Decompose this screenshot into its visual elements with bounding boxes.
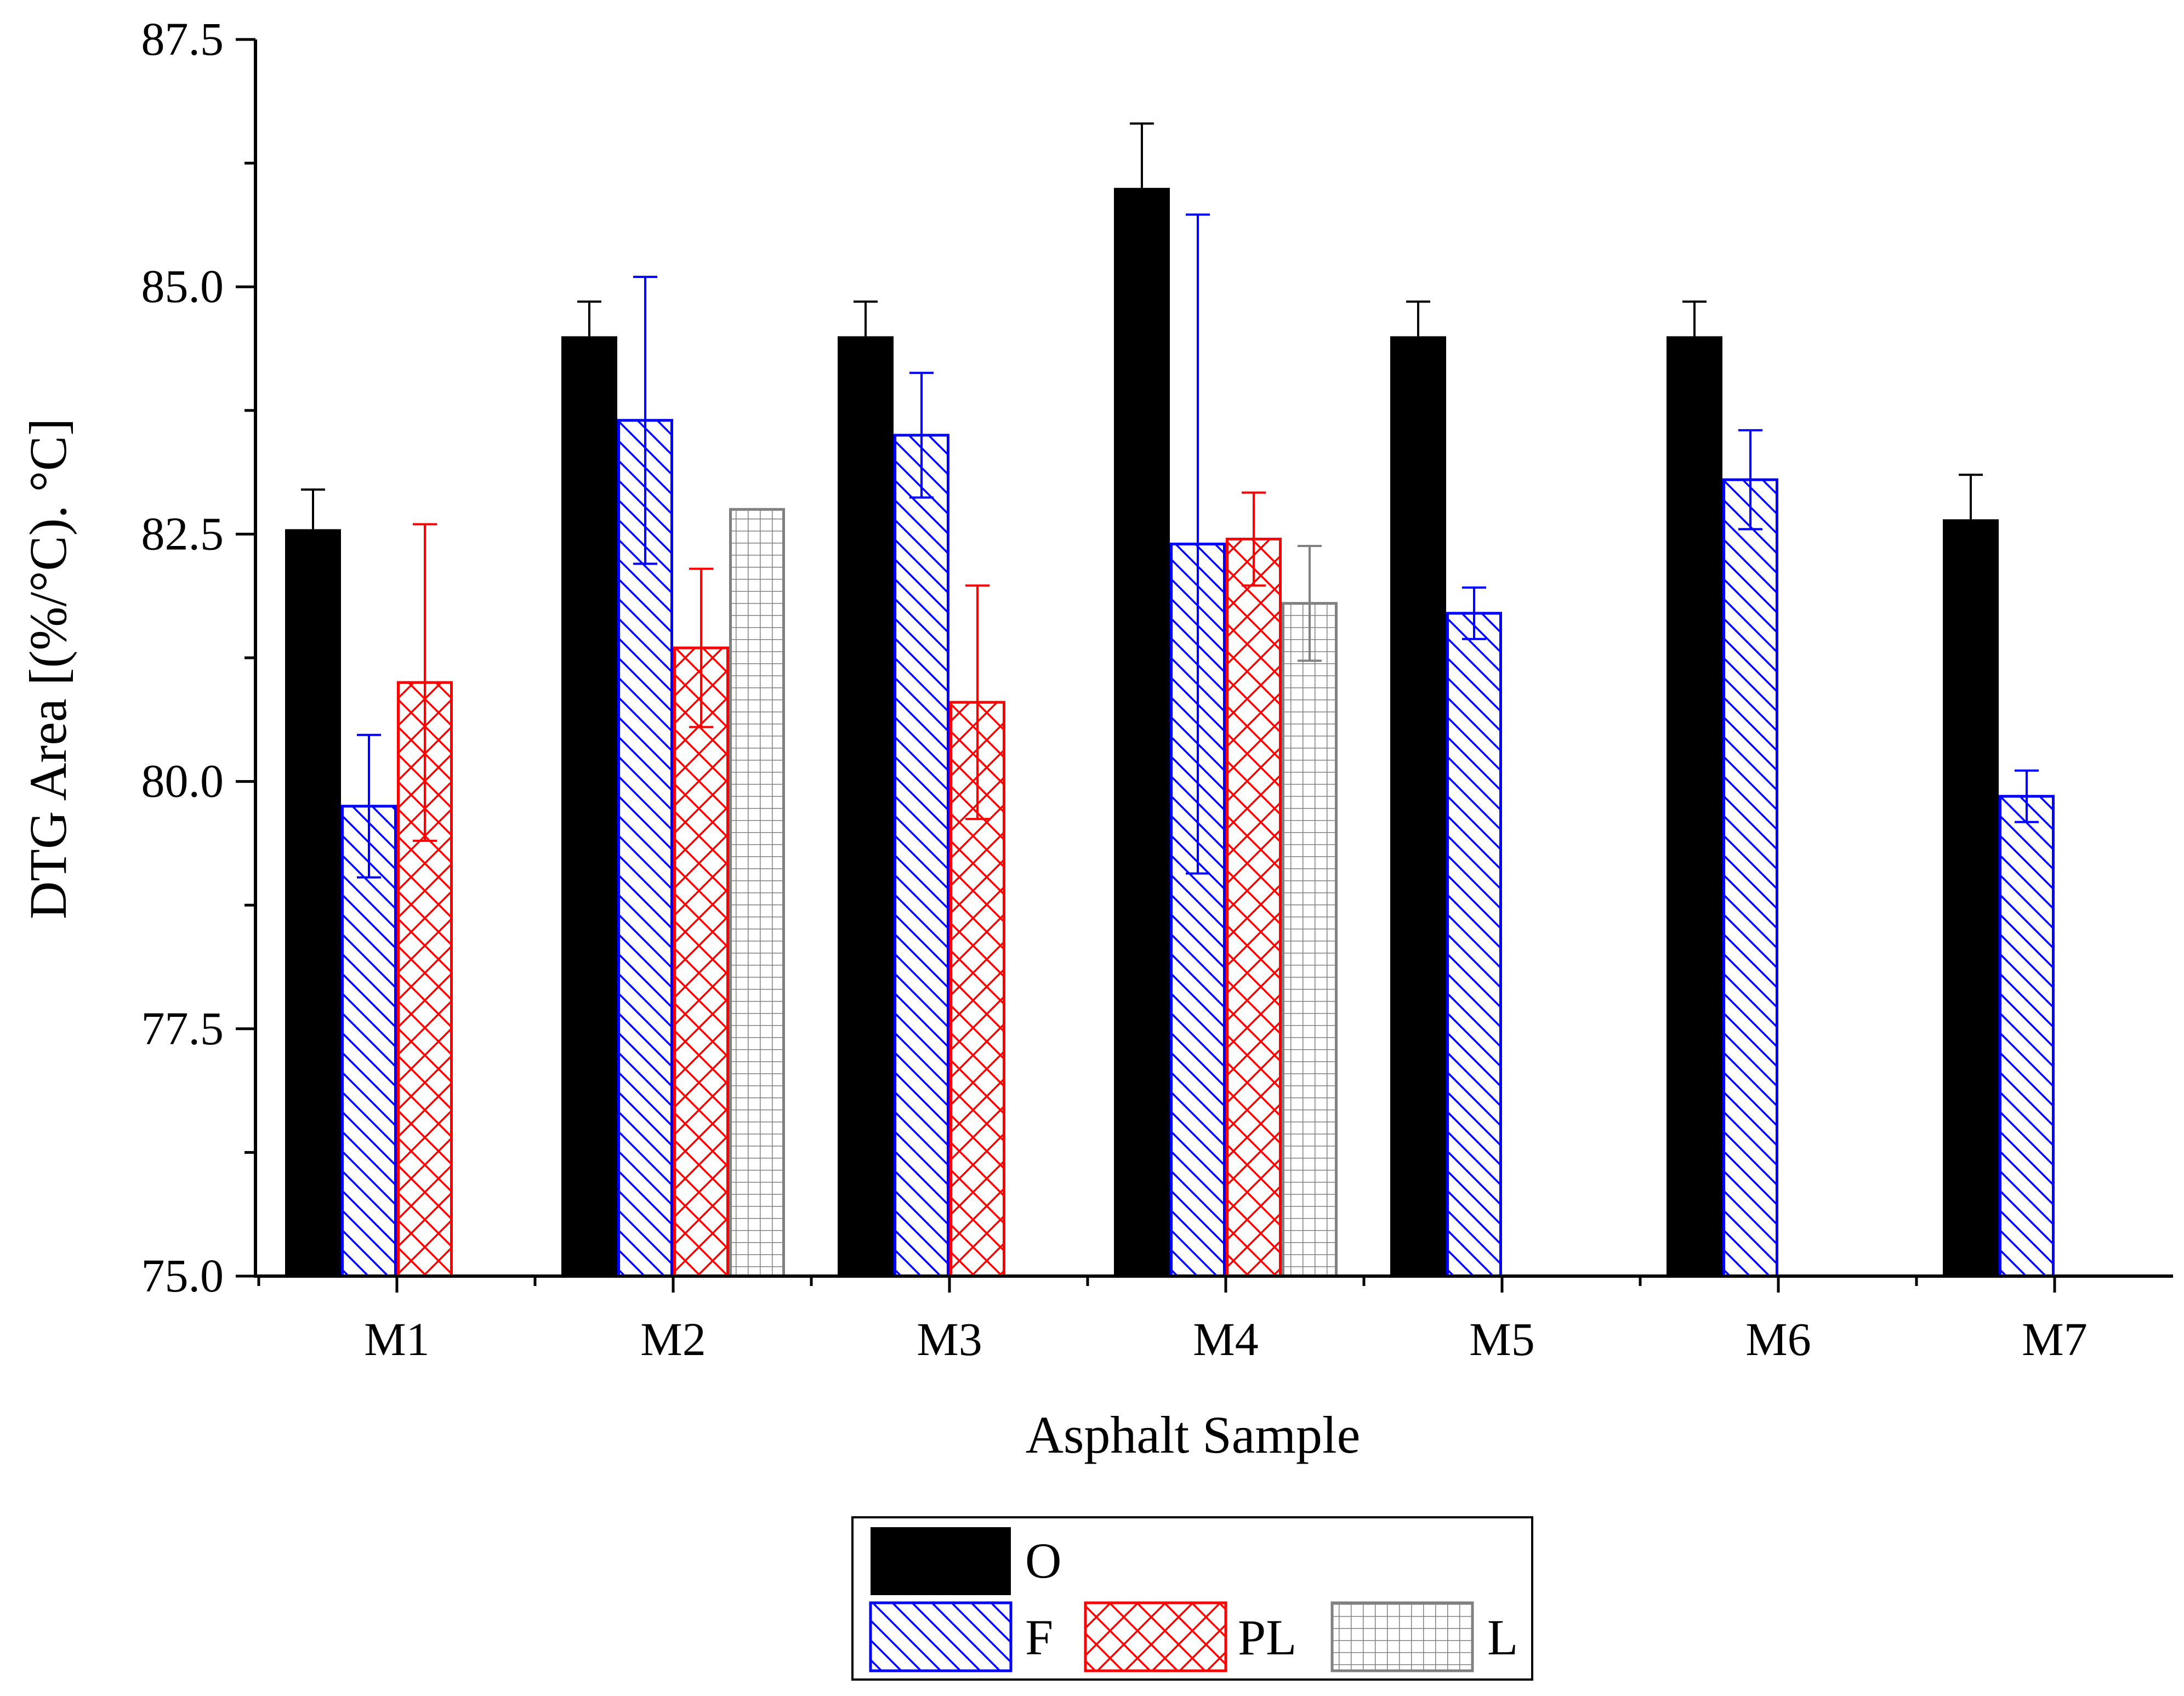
bar-o-m3 bbox=[838, 336, 894, 1277]
error-bar-f-m2 bbox=[633, 276, 657, 565]
y-tick-label: 82.5 bbox=[141, 507, 224, 560]
x-ticks: M1 M2 M3 M4 M5 M6 M7 bbox=[257, 1276, 2088, 1365]
error-bar-f-m7 bbox=[2015, 769, 2039, 823]
error-bar-f-m3 bbox=[909, 372, 934, 499]
x-tick-label: M6 bbox=[1745, 1313, 1811, 1365]
errorbars-layer bbox=[301, 122, 2039, 879]
y-tick-label: 85.0 bbox=[141, 260, 224, 312]
legend-swatch-l bbox=[1330, 1601, 1474, 1672]
legend: O F PL L bbox=[851, 1516, 1533, 1681]
x-tick-label: M2 bbox=[640, 1313, 706, 1365]
x-tick-label: M1 bbox=[364, 1313, 429, 1365]
error-bar-l-m4 bbox=[1298, 545, 1322, 662]
bar-o-m2 bbox=[561, 336, 617, 1277]
x-tick-label: M3 bbox=[917, 1313, 982, 1365]
bar-l-m4 bbox=[1282, 602, 1338, 1278]
bars-layer bbox=[285, 187, 2055, 1278]
bar-o-m7 bbox=[1943, 519, 1999, 1276]
bar-l-m2 bbox=[729, 508, 785, 1278]
error-bar-f-m4 bbox=[1186, 213, 1210, 875]
bar-o-m6 bbox=[1667, 336, 1722, 1277]
error-bar-o-m2 bbox=[577, 300, 601, 337]
error-bar-f-m1 bbox=[357, 733, 381, 879]
y-axis-title: DTG Area [(%/°C). °C] bbox=[19, 418, 77, 919]
bar-f-m6 bbox=[1722, 478, 1778, 1278]
error-bar-o-m1 bbox=[301, 488, 325, 530]
legend-label-pl: PL bbox=[1238, 1609, 1296, 1665]
error-bar-pl-m4 bbox=[1242, 491, 1266, 587]
error-bar-pl-m3 bbox=[965, 584, 989, 821]
error-bar-o-m6 bbox=[1682, 300, 1707, 337]
error-bar-o-m4 bbox=[1130, 122, 1154, 188]
x-axis-title: Asphalt Sample bbox=[1026, 1405, 1361, 1464]
bar-o-m1 bbox=[285, 529, 341, 1276]
bar-f-m5 bbox=[1446, 612, 1502, 1278]
error-bar-o-m3 bbox=[854, 300, 878, 337]
error-bar-pl-m1 bbox=[413, 523, 437, 842]
bar-o-m4 bbox=[1114, 187, 1170, 1277]
legend-label-l: L bbox=[1487, 1609, 1518, 1665]
legend-swatch-f bbox=[869, 1601, 1013, 1672]
error-bar-f-m5 bbox=[1462, 586, 1486, 640]
legend-label-f: F bbox=[1025, 1609, 1053, 1665]
bar-f-m1 bbox=[341, 805, 397, 1278]
error-bar-o-m7 bbox=[1959, 474, 1983, 520]
bar-o-m5 bbox=[1390, 336, 1446, 1277]
bar-f-m7 bbox=[1999, 795, 2055, 1278]
legend-label-o: O bbox=[1025, 1533, 1061, 1589]
bar-pl-m4 bbox=[1226, 537, 1282, 1278]
bar-f-m3 bbox=[894, 434, 949, 1278]
error-bar-f-m6 bbox=[1738, 429, 1762, 531]
y-tick-label: 77.5 bbox=[141, 1002, 224, 1055]
y-tick-label: 80.0 bbox=[141, 755, 224, 807]
legend-swatch-o bbox=[871, 1527, 1011, 1595]
x-tick-label: M7 bbox=[2022, 1313, 2087, 1365]
error-bar-o-m5 bbox=[1406, 300, 1430, 337]
bar-pl-m1 bbox=[397, 681, 453, 1278]
bar-pl-m2 bbox=[673, 646, 729, 1278]
legend-swatch-pl bbox=[1084, 1601, 1227, 1672]
error-bar-pl-m2 bbox=[689, 567, 713, 729]
x-tick-label: M4 bbox=[1193, 1313, 1258, 1365]
x-tick-label: M5 bbox=[1469, 1313, 1534, 1365]
y-tick-label: 87.5 bbox=[141, 13, 224, 65]
y-ticks: 75.0 77.5 80.0 82.5 85.0 87.5 bbox=[141, 13, 255, 1302]
y-tick-label: 75.0 bbox=[141, 1249, 224, 1302]
